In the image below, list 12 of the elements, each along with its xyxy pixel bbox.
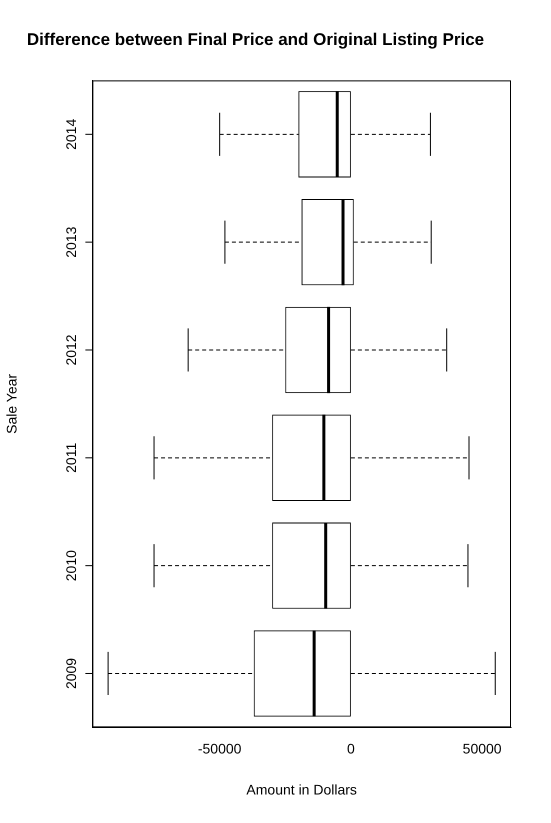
x-tick-label: 0 (346, 740, 355, 757)
y-tick-label: 2012 (63, 334, 80, 366)
x-tick-label: 50000 (462, 740, 502, 757)
y-tick-label: 2011 (63, 442, 80, 473)
x-tick-label: -50000 (198, 740, 242, 757)
y-tick-label: 2014 (63, 118, 80, 150)
y-tick-label: 2010 (63, 550, 80, 582)
x-axis-title: Amount in Dollars (246, 781, 357, 798)
y-tick-label: 2009 (63, 658, 80, 690)
chart-title: Difference between Final Price and Original Listing Price (26, 30, 484, 49)
y-axis-title: Sale Year (3, 374, 20, 434)
y-tick-label: 2013 (63, 226, 80, 258)
